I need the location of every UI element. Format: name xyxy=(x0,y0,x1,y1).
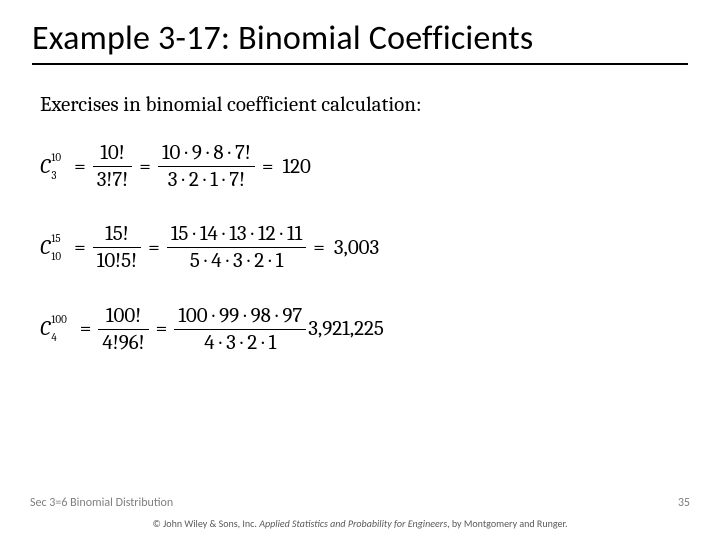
c-symbol: C xyxy=(40,236,50,260)
fraction: 15 · 14 · 13 · 12 · 11 5 · 4 · 3 · 2 · 1 xyxy=(167,222,306,273)
exercises-caption: Exercises in binomial coefficient calcul… xyxy=(40,93,688,117)
equation-lhs: C 15 10 xyxy=(40,236,61,260)
equals-sign: = xyxy=(262,155,274,179)
fraction-num: 15! xyxy=(101,222,133,246)
fraction-num: 100! xyxy=(102,304,145,328)
fraction-bar xyxy=(167,247,306,248)
c-sub: 10 xyxy=(51,252,61,262)
c-symbol: C xyxy=(40,317,50,341)
equals-sign: = xyxy=(74,155,86,179)
fraction-num: 15 · 14 · 13 · 12 · 11 xyxy=(167,222,306,246)
fraction: 100! 4!96! xyxy=(98,304,148,355)
footer-page-number: 35 xyxy=(678,496,690,510)
equals-sign: = xyxy=(80,317,92,341)
fraction: 10 · 9 · 8 · 7! 3 · 2 · 1 · 7! xyxy=(158,141,255,192)
fraction-bar xyxy=(93,247,141,248)
slide: Example 3-17: Binomial Coefficients Exer… xyxy=(0,0,720,540)
footer-book-title: Applied Statistics and Probability for E… xyxy=(259,517,447,530)
c-sup: 100 xyxy=(51,315,66,325)
fraction-den: 4 · 3 · 2 · 1 xyxy=(200,331,280,355)
fraction: 10! 3!7! xyxy=(93,141,133,192)
c-supsub: 10 3 xyxy=(51,157,61,177)
slide-body: Exercises in binomial coefficient calcul… xyxy=(32,93,688,355)
fraction-bar xyxy=(158,166,255,167)
fraction-bar xyxy=(98,329,148,330)
fraction: 15! 10!5! xyxy=(93,222,141,273)
c-symbol: C xyxy=(40,155,50,179)
equation-lhs: C 100 4 xyxy=(40,317,67,341)
equals-sign: = xyxy=(156,317,168,341)
c-sup: 15 xyxy=(51,234,61,244)
equation-row: C 100 4 = 100! 4!96! = 100 · 99 · 98 · 9… xyxy=(40,304,688,355)
fraction: 100 · 99 · 98 · 97 4 · 3 · 2 · 1 xyxy=(174,304,306,355)
fraction-den: 3 · 2 · 1 · 7! xyxy=(164,168,249,192)
fraction-num: 100 · 99 · 98 · 97 xyxy=(174,304,306,328)
c-sup: 10 xyxy=(51,153,61,163)
fraction-den: 10!5! xyxy=(93,249,141,273)
fraction-bar xyxy=(174,329,306,330)
c-sub: 3 xyxy=(51,171,61,181)
footer-copyright: © John Wiley & Sons, Inc. Applied Statis… xyxy=(0,517,720,530)
fraction-den: 3!7! xyxy=(93,168,133,192)
equals-sign: = xyxy=(313,236,325,260)
fraction-bar xyxy=(93,166,133,167)
fraction-num: 10 · 9 · 8 · 7! xyxy=(158,141,255,165)
equation-row: C 10 3 = 10! 3!7! = 10 · 9 · 8 · 7! 3 · … xyxy=(40,141,688,192)
fraction-den: 5 · 4 · 3 · 2 · 1 xyxy=(186,249,287,273)
c-supsub: 100 4 xyxy=(51,319,66,339)
equals-sign: = xyxy=(148,236,160,260)
equals-sign: = xyxy=(139,155,151,179)
c-supsub: 15 10 xyxy=(51,238,61,258)
footer-copyright-prefix: © John Wiley & Sons, Inc. xyxy=(153,517,260,530)
page-title: Example 3-17: Binomial Coefficients xyxy=(32,18,688,65)
equation-result: 3,003 xyxy=(334,236,379,260)
footer-copyright-suffix: , by Montgomery and Runger. xyxy=(447,517,567,530)
footer-section-label: Sec 3=6 Binomial Distribution xyxy=(30,496,173,510)
c-sub: 4 xyxy=(51,333,66,343)
equals-sign: = xyxy=(74,236,86,260)
equation-result: 3,921,225 xyxy=(308,317,384,341)
equation-lhs: C 10 3 xyxy=(40,155,61,179)
equation-row: C 15 10 = 15! 10!5! = 15 · 14 · 13 · 12 … xyxy=(40,222,688,273)
equation-result: 120 xyxy=(283,155,311,179)
fraction-num: 10! xyxy=(96,141,128,165)
fraction-den: 4!96! xyxy=(98,331,148,355)
